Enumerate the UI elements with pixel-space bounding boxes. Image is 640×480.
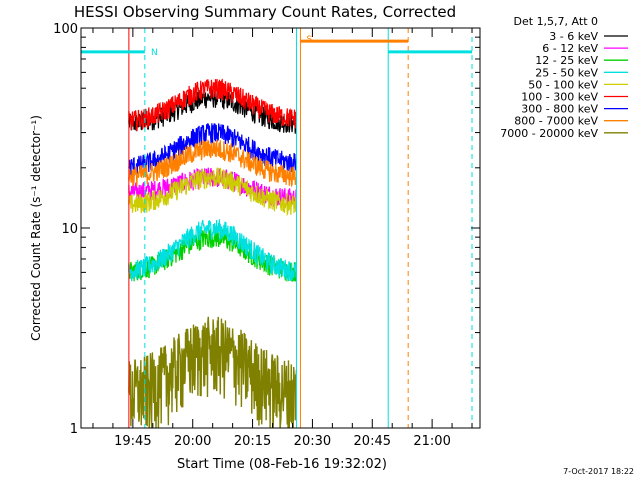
x-tick-label-2015: 20:15 [234,434,271,449]
x-tick-label-1945: 19:45 [114,434,151,449]
chart-title: HESSI Observing Summary Count Rates, Cor… [74,3,456,21]
y-tick-label-100: 100 [53,22,78,37]
series-line-25-50-kev [128,219,298,282]
series-line-100-300-kev [128,78,298,131]
series-line-50-100-kev [128,167,298,217]
y-tick-label-10: 10 [61,222,78,237]
series-line-800-7000-kev [128,139,297,188]
series-line-12-25-kev [128,227,298,282]
plot-axes: 1 10 100 19:45 20:00 20:15 20:30 20:45 21:00 [53,22,481,449]
vertical-markers [80,28,473,428]
legend-label-800-7000-kev: 800 - 7000 keV [514,115,598,128]
x-tick-label-2000: 20:00 [174,434,211,449]
legend-label-100-300-kev: 100 - 300 keV [521,91,598,104]
legend-label-50-100-kev: 50 - 100 keV [528,78,598,91]
legend-label-6-12-kev: 6 - 12 keV [542,42,598,55]
legend-title: Det 1,5,7, Att 0 [514,15,598,28]
legend-label-25-50-kev: 25 - 50 keV [535,66,598,79]
x-axis-label: Start Time (08-Feb-16 19:32:02) [177,457,387,472]
y-tick-label-1: 1 [70,422,78,437]
series-line-7000-20000-kev [128,316,298,429]
plot-data [128,78,298,429]
x-tick-label-2045: 20:45 [354,434,391,449]
footer-date: 7-Oct-2017 18:22 [563,467,634,476]
legend-label-12-25-kev: 12 - 25 keV [535,54,598,67]
legend-label-7000-20000-kev: 7000 - 20000 keV [500,127,598,140]
series-line-300-800-kev [128,122,298,176]
legend-label-3-6-kev: 3 - 6 keV [549,30,598,43]
annotation-label-n: N [151,48,158,58]
x-tick-label-2030: 20:30 [294,434,331,449]
x-tick-label-2100: 21:00 [413,434,450,449]
legend-label-300-800-kev: 300 - 800 keV [521,103,598,116]
y-axis-label: Corrected Count Rate (s⁻¹ detector⁻¹) [29,115,43,341]
annotation-label-s: S [306,35,312,45]
annotation-bars: NS [81,35,473,58]
